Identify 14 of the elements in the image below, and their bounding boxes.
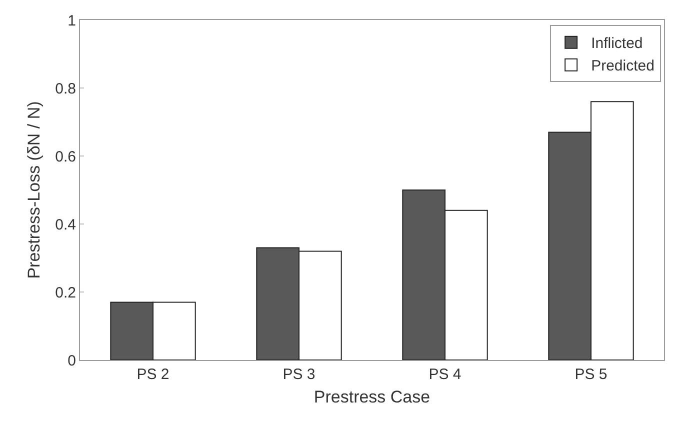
y-tick-label: 0.4 (55, 216, 76, 234)
y-tick-label: 0.8 (55, 80, 76, 98)
y-tick-label: 0.6 (55, 148, 76, 166)
legend-label: Predicted (591, 58, 654, 75)
x-tick-label: PS 4 (428, 366, 462, 383)
y-tick-label: 1 (68, 12, 76, 30)
x-tick-label: PS 2 (136, 366, 170, 383)
x-tick-label: PS 5 (574, 366, 608, 383)
legend-label: Inflicted (591, 35, 643, 52)
y-axis-title: Prestress-Loss (δN / N) (24, 101, 44, 279)
x-axis-title: Prestress Case (314, 387, 430, 406)
x-tick-label: PS 3 (282, 366, 316, 383)
y-tick-label: 0 (68, 352, 76, 370)
y-tick-label: 0.2 (55, 284, 76, 302)
